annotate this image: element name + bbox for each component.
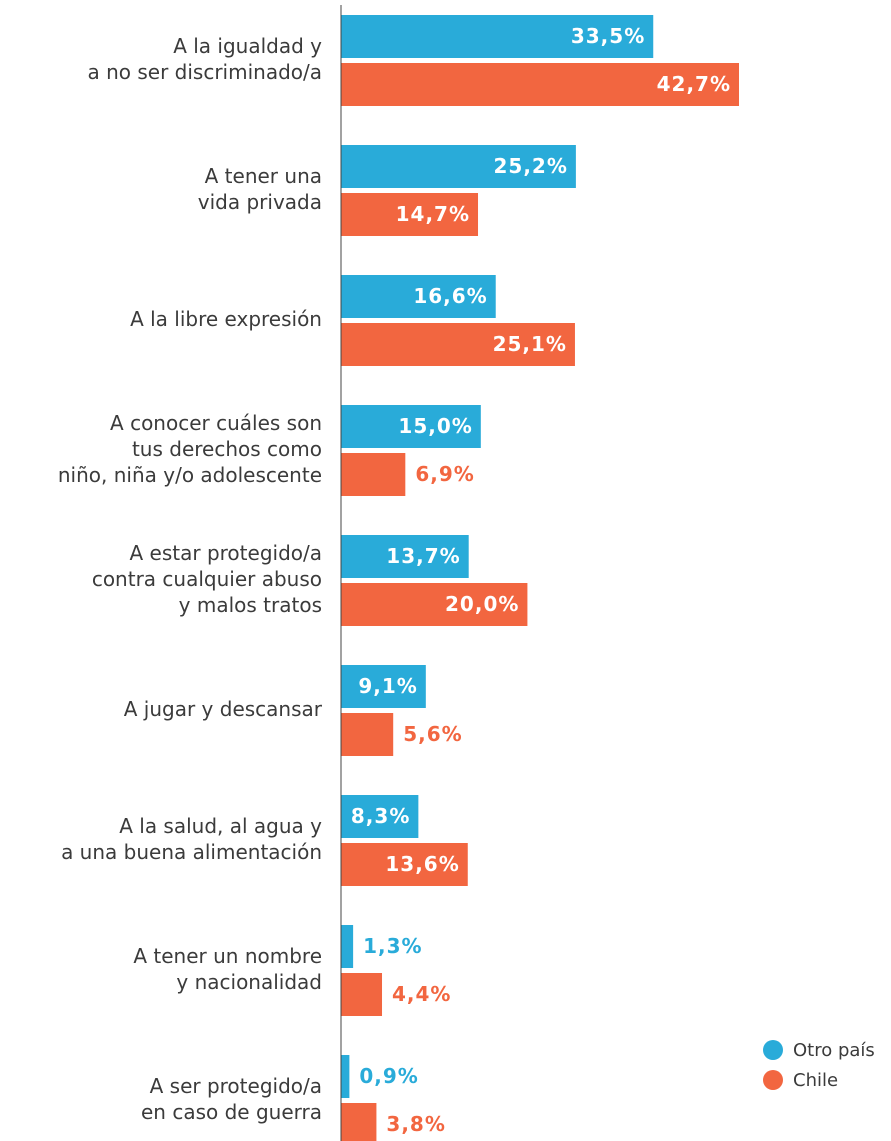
category-label-3: A conocer cuáles son tus derechos como niñ… — [58, 411, 322, 487]
bar-chile-0 — [341, 63, 739, 106]
value-label-otro-pais-7: 1,3% — [363, 934, 422, 958]
category-label-4: A estar protegido/a contra cualquier abus… — [92, 541, 322, 617]
bar-chile-7 — [341, 973, 383, 1016]
bar-otro-pais-7 — [341, 925, 354, 968]
value-label-chile-2: 25,1% — [493, 332, 567, 356]
bar-otro-pais-2 — [341, 275, 496, 318]
category-label-2: A la libre expresión — [130, 307, 322, 331]
value-label-otro-pais-6: 8,3% — [351, 804, 410, 828]
value-label-chile-0: 42,7% — [657, 72, 731, 96]
bar-chile-4 — [341, 583, 528, 626]
category-label-5: A jugar y descansar — [124, 697, 323, 721]
category-label-1: A tener una vida privada — [198, 164, 322, 214]
bar-otro-pais-3 — [341, 405, 481, 448]
bar-otro-pais-1 — [341, 145, 576, 188]
value-label-otro-pais-1: 25,2% — [493, 154, 567, 178]
bar-otro-pais-0 — [341, 15, 654, 58]
legend-label-otro-pais: Otro país — [793, 1040, 875, 1061]
legend-label-chile: Chile — [793, 1070, 838, 1091]
category-label-7: A tener un nombre y nacionalidad — [133, 944, 322, 994]
value-label-otro-pais-8: 0,9% — [359, 1064, 418, 1088]
value-label-chile-3: 6,9% — [415, 462, 474, 486]
bars-group — [341, 15, 739, 1141]
bar-chile-6 — [341, 843, 468, 886]
value-label-chile-7: 4,4% — [392, 982, 451, 1006]
bar-otro-pais-8 — [341, 1055, 350, 1098]
bar-chile-1 — [341, 193, 479, 236]
value-label-chile-6: 13,6% — [385, 852, 459, 876]
value-label-chile-8: 3,8% — [386, 1112, 445, 1136]
legend-swatch-otro-pais — [763, 1040, 783, 1060]
bar-otro-pais-5 — [341, 665, 426, 708]
bar-otro-pais-4 — [341, 535, 469, 578]
value-label-otro-pais-3: 15,0% — [398, 414, 472, 438]
value-label-chile-4: 20,0% — [445, 592, 519, 616]
category-label-8: A ser protegido/a en caso de guerra — [141, 1074, 322, 1124]
bar-chile-8 — [341, 1103, 377, 1141]
bar-otro-pais-6 — [341, 795, 419, 838]
value-labels-group: 33,5% 42,7% 25,2% 14,7% 16,6%25,1% 15,0% 6,9% 1… — [351, 24, 731, 1136]
value-label-otro-pais-2: 16,6% — [413, 284, 487, 308]
bar-chile-3 — [341, 453, 406, 496]
legend-swatch-chile — [763, 1070, 783, 1090]
value-label-chile-5: 5,6% — [403, 722, 462, 746]
bar-chile-2 — [341, 323, 575, 366]
value-label-otro-pais-0: 33,5% — [571, 24, 645, 48]
legend: Otro país Chile — [763, 1040, 875, 1091]
value-label-chile-1: 14,7% — [396, 202, 470, 226]
value-label-otro-pais-4: 13,7% — [386, 544, 460, 568]
value-label-otro-pais-5: 9,1% — [358, 674, 417, 698]
bar-chile-5 — [341, 713, 394, 756]
